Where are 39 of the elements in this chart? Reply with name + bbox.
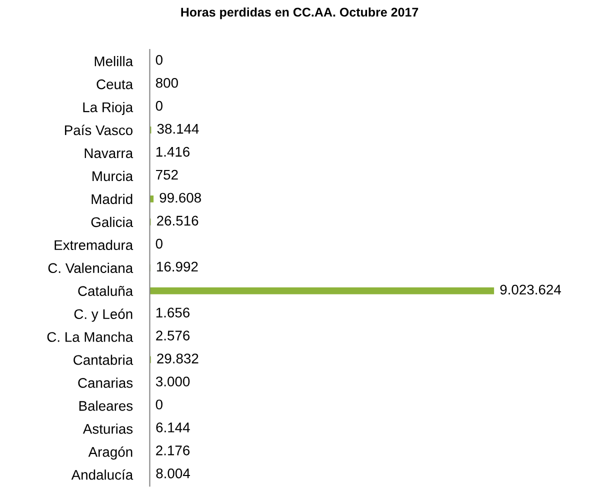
y-tick-label: C. La Mancha — [47, 332, 134, 342]
y-tick-label: Ceuta — [96, 79, 134, 90]
data-label: 752 — [156, 170, 178, 180]
data-label: 0 — [156, 400, 162, 410]
data-label: 99.608 — [160, 192, 201, 203]
data-label: 6.144 — [156, 422, 190, 432]
data-label: 16.992 — [157, 262, 198, 272]
y-tick-label: Extremadura — [54, 240, 134, 250]
y-tick-label: Murcia — [92, 170, 134, 182]
y-tick-label: Cataluña — [78, 286, 134, 296]
y-tick-label: Andalucía — [71, 469, 134, 480]
data-label: 3.000 — [156, 376, 190, 386]
data-label: 0 — [156, 54, 162, 65]
y-tick-label: Asturias — [82, 424, 133, 434]
y-tick-label: Aragón — [88, 446, 132, 460]
data-label: 9.023.624 — [500, 284, 561, 295]
y-tick-label: Navarra — [84, 148, 134, 158]
data-label: 0 — [156, 100, 162, 111]
y-tick-label: C. y León — [74, 308, 132, 322]
data-label: 1.656 — [156, 308, 190, 318]
data-label: 2.576 — [156, 330, 190, 340]
data-label: 1.416 — [156, 146, 190, 157]
y-tick-label: C. Valenciana — [48, 262, 134, 274]
chart-title: Horas perdidas en CC.AA. Octubre 2017 — [181, 7, 418, 20]
data-label: 26.516 — [157, 216, 198, 226]
y-tick-label: Madrid — [92, 194, 132, 204]
data-label: 29.832 — [157, 354, 198, 364]
y-tick-label: Cantabria — [74, 354, 134, 365]
y-tick-label: Baleares — [79, 400, 133, 411]
y-tick-label: Canarias — [78, 378, 133, 388]
data-label: 0 — [156, 238, 162, 249]
y-tick-label: Melilla — [94, 56, 134, 66]
data-label: 800 — [156, 78, 178, 88]
y-tick-label: País Vasco — [64, 124, 133, 136]
data-label: 8.004 — [156, 468, 190, 478]
y-tick-label: La Rioja — [83, 102, 134, 115]
y-tick-label: Galicia — [91, 216, 134, 228]
data-label: 2.176 — [156, 446, 190, 456]
data-label: 38.144 — [157, 124, 199, 134]
